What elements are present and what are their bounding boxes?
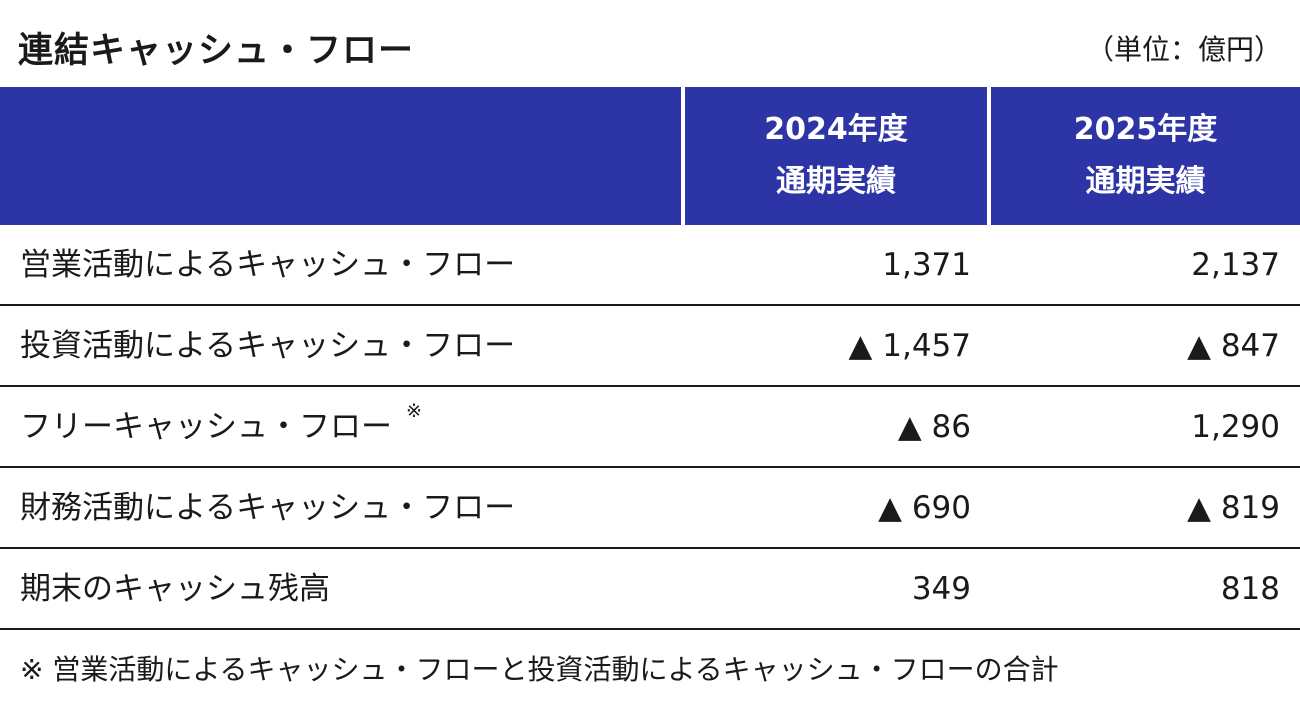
- value-2024: 1,371: [882, 247, 971, 283]
- row-label: 投資活動によるキャッシュ・フロー: [20, 328, 516, 364]
- row-label: フリーキャッシュ・フロー ※: [20, 400, 422, 445]
- value-2024: ▲ 690: [878, 490, 971, 526]
- value-2024: 349: [911, 571, 971, 607]
- unit-label: （単位：億円）: [1085, 33, 1282, 66]
- table-header: 2024年度 通期実績 2025年度 通期実績: [0, 87, 1300, 225]
- header-2025-year: 2025年度: [1073, 112, 1218, 147]
- value-2025: ▲ 847: [1187, 328, 1280, 364]
- header-divider: [987, 87, 991, 225]
- value-2025: 818: [1220, 571, 1280, 607]
- page-title: 連結キャッシュ・フロー: [18, 31, 415, 71]
- row-label: 期末のキャッシュ残高: [20, 571, 330, 607]
- table-row: フリーキャッシュ・フロー ※ ▲ 86 1,290: [0, 387, 1300, 468]
- footnote-mark: ※: [406, 400, 422, 422]
- header-2024-year: 2024年度: [764, 112, 908, 147]
- table-row: 財務活動によるキャッシュ・フロー ▲ 690 ▲ 819: [0, 468, 1300, 549]
- table-row: 期末のキャッシュ残高 349 818: [0, 549, 1300, 630]
- table-row: 投資活動によるキャッシュ・フロー ▲ 1,457 ▲ 847: [0, 306, 1300, 387]
- header-2025: 2025年度 通期実績: [991, 87, 1300, 225]
- header-divider: [681, 87, 685, 225]
- value-2024: ▲ 86: [897, 409, 971, 445]
- header-2024: 2024年度 通期実績: [685, 87, 987, 225]
- value-2024: ▲ 1,457: [848, 328, 971, 364]
- value-2025: ▲ 819: [1187, 490, 1280, 526]
- table-row: 営業活動によるキャッシュ・フロー 1,371 2,137: [0, 225, 1300, 306]
- header-empty-cell: [0, 87, 681, 225]
- value-2025: 2,137: [1191, 247, 1280, 283]
- row-label: 営業活動によるキャッシュ・フロー: [20, 247, 516, 283]
- header-2025-type: 通期実績: [1085, 164, 1206, 199]
- header-2024-type: 通期実績: [776, 164, 896, 199]
- footnote: ※ 営業活動によるキャッシュ・フローと投資活動によるキャッシュ・フローの合計: [20, 653, 1059, 686]
- row-label: 財務活動によるキャッシュ・フロー: [20, 490, 516, 526]
- value-2025: 1,290: [1191, 409, 1280, 445]
